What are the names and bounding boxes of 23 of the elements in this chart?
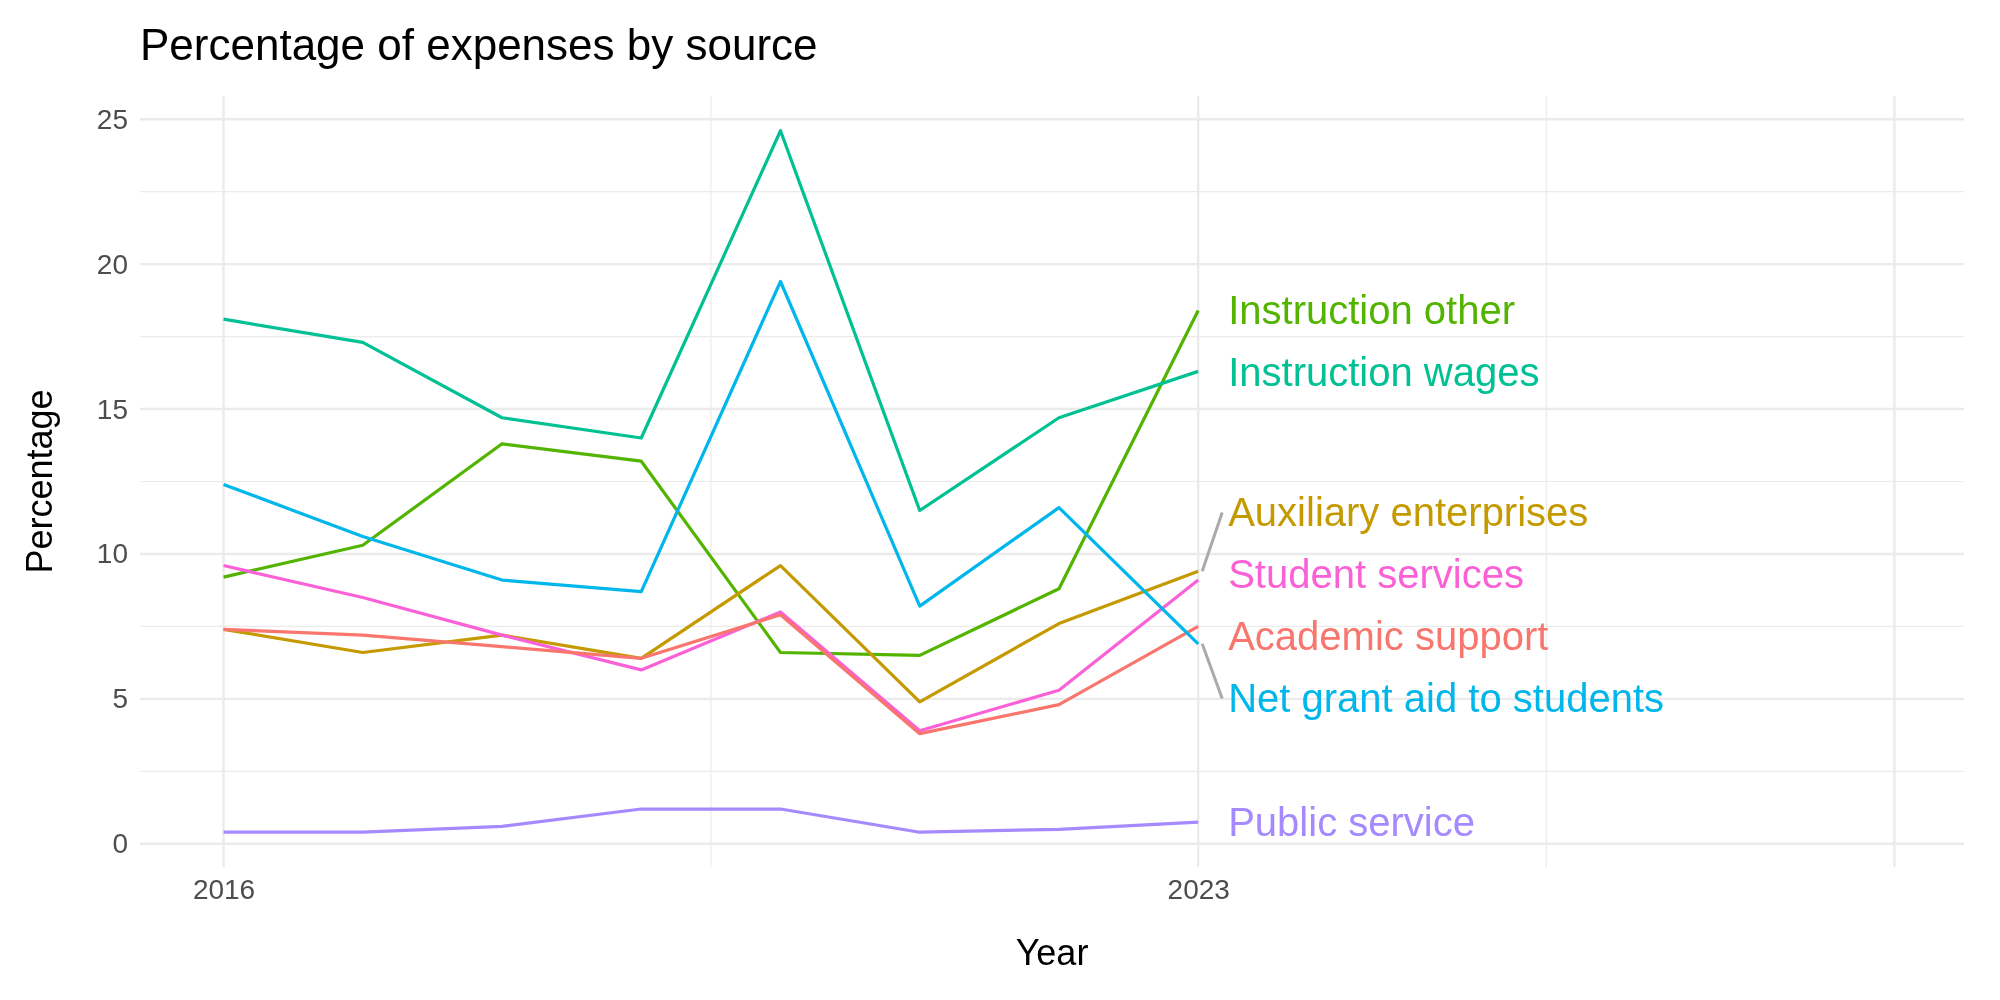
- y-tick-label: 5: [112, 683, 128, 715]
- y-tick-label: 25: [96, 103, 128, 135]
- x-tick-label: 2016: [192, 873, 256, 905]
- line-series: [221, 807, 1200, 834]
- y-tick-label: 15: [96, 393, 128, 425]
- y-tick-label: 20: [96, 248, 128, 280]
- y-axis-title: Percentage: [19, 389, 60, 574]
- series-label: Public service: [1228, 800, 1475, 845]
- series-label: Net grant aid to students: [1228, 676, 1665, 721]
- series-label: Auxiliary enterprises: [1228, 490, 1589, 535]
- y-tick-label: 10: [96, 538, 128, 570]
- chart-title: Percentage of expenses by source: [140, 20, 818, 69]
- series-label: Instruction wages: [1228, 349, 1540, 394]
- y-tick-label: 0: [112, 828, 128, 860]
- series-label: Student services: [1228, 552, 1524, 597]
- line-series: [221, 613, 1200, 736]
- line-series: [221, 563, 1200, 733]
- series-label: Academic support: [1228, 614, 1549, 659]
- x-axis-title: Year: [1015, 932, 1089, 973]
- line-series: [221, 129, 1200, 513]
- series-label: Instruction other: [1228, 287, 1516, 332]
- x-tick-label: 2023: [1167, 873, 1230, 905]
- line-series: [221, 563, 1200, 704]
